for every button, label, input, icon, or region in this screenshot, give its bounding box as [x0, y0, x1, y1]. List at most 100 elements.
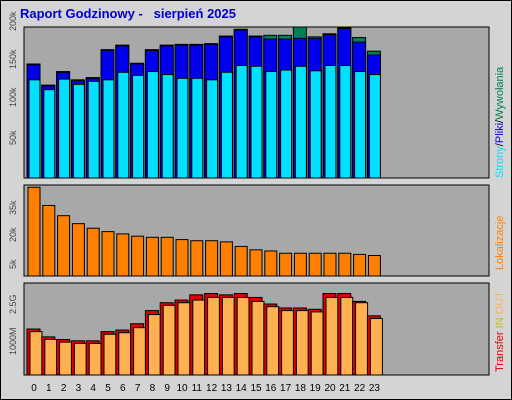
legend-transfer-part: OUT — [494, 291, 506, 315]
legend-traffic-part: Pliki — [494, 123, 506, 143]
bar-pages — [28, 79, 41, 179]
bar-kbout — [207, 296, 221, 376]
x-tick-label: 4 — [90, 383, 96, 394]
chart-title: Raport Godzinowy - sierpień 2025 — [20, 6, 236, 21]
legend-transfer: Transfer IN OUT — [494, 291, 506, 372]
bar-pages — [309, 70, 322, 179]
bar-sites — [116, 233, 130, 277]
bar-kbout — [281, 310, 295, 376]
bar-sites — [175, 239, 189, 277]
bar-sites — [42, 204, 56, 277]
bar-sites — [219, 241, 233, 277]
bar-pages — [339, 65, 352, 179]
bar-sites — [249, 249, 263, 277]
bar-pages — [58, 78, 71, 179]
legend-transfer-part: Transfer — [494, 328, 506, 372]
bar-sites — [145, 236, 159, 277]
bar-kbout — [162, 304, 176, 376]
bar-pages — [354, 71, 367, 179]
bar-pages — [72, 83, 85, 179]
bar-sites — [160, 236, 174, 277]
bar-pages — [117, 71, 130, 179]
y-tick-label: 100k — [8, 87, 18, 107]
bar-kbout — [133, 327, 147, 376]
bar-pages — [265, 71, 278, 179]
x-tick-label: 9 — [164, 383, 170, 394]
bar-sites — [367, 255, 381, 277]
bar-kbout — [88, 342, 102, 376]
bar-sites — [323, 252, 337, 277]
bar-pages — [87, 80, 100, 179]
bar-pages — [235, 65, 248, 179]
x-tick-label: 14 — [236, 383, 248, 394]
bar-pages — [368, 74, 381, 179]
bar-pages — [176, 77, 189, 179]
bar-kbout — [192, 299, 206, 376]
bar-kbout — [236, 296, 250, 376]
bar-kbout — [310, 311, 324, 376]
x-tick-label: 6 — [120, 383, 126, 394]
legend-transfer-part: IN — [494, 314, 506, 328]
y-tick-label: 2.5G — [8, 294, 18, 314]
bar-sites — [101, 231, 115, 277]
bar-sites — [293, 252, 307, 277]
x-tick-label: 19 — [310, 383, 322, 394]
y-tick-label: 5k — [8, 259, 18, 269]
legend-traffic-part: / — [494, 142, 506, 146]
bar-pages — [206, 79, 219, 179]
legend-sites: Lokalizacje — [494, 216, 506, 270]
x-tick-label: 0 — [31, 383, 37, 394]
legend-traffic-part: Strony — [494, 146, 506, 178]
bar-pages — [220, 71, 233, 179]
bar-kbout — [147, 314, 161, 376]
bar-sites — [131, 235, 145, 277]
bar-kbout — [325, 296, 339, 376]
bar-sites — [353, 253, 367, 277]
x-tick-label: 15 — [250, 383, 262, 394]
bar-kbout — [44, 339, 58, 376]
x-tick-label: 8 — [150, 383, 156, 394]
bar-kbout — [340, 296, 354, 376]
x-tick-label: 22 — [354, 383, 366, 394]
bar-pages — [250, 65, 263, 179]
x-tick-label: 17 — [280, 383, 292, 394]
bar-sites — [57, 215, 71, 277]
bar-sites — [279, 252, 293, 277]
bar-sites — [338, 252, 352, 277]
bar-pages — [294, 65, 307, 179]
bar-kbout — [355, 302, 369, 376]
legend-sites-part: Lokalizacje — [494, 216, 506, 270]
legend-traffic-part: Wywołania — [494, 66, 506, 120]
y-tick-label: 35k — [8, 200, 18, 215]
x-tick-label: 11 — [192, 383, 203, 394]
x-tick-label: 3 — [76, 383, 82, 394]
y-tick-label: 200k — [8, 11, 18, 31]
bar-pages — [102, 79, 115, 179]
bar-pages — [161, 74, 174, 179]
bar-kbout — [59, 341, 73, 376]
y-tick-label: 20k — [8, 227, 18, 242]
bar-pages — [324, 65, 337, 179]
legend-traffic: Strony/Pliki/Wywołania — [494, 66, 506, 178]
bar-sites — [234, 245, 248, 277]
y-tick-label: 50k — [8, 130, 18, 145]
bar-kbout — [221, 296, 235, 376]
bar-kbout — [369, 317, 383, 376]
bar-kbout — [73, 342, 87, 376]
bar-kbout — [118, 332, 132, 376]
bar-sites — [86, 227, 100, 277]
x-tick-label: 16 — [265, 383, 277, 394]
bar-pages — [146, 71, 159, 179]
legend-traffic-part: / — [494, 119, 506, 123]
x-tick-label: 23 — [369, 383, 381, 394]
bar-pages — [280, 69, 293, 179]
x-tick-label: 20 — [324, 383, 336, 394]
bar-pages — [132, 74, 145, 179]
bar-kbout — [251, 300, 265, 376]
bar-sites — [205, 240, 219, 277]
bar-kbout — [266, 306, 280, 376]
bar-kbout — [103, 333, 117, 376]
y-tick-label: 150k — [8, 49, 18, 69]
bar-sites — [264, 250, 278, 277]
